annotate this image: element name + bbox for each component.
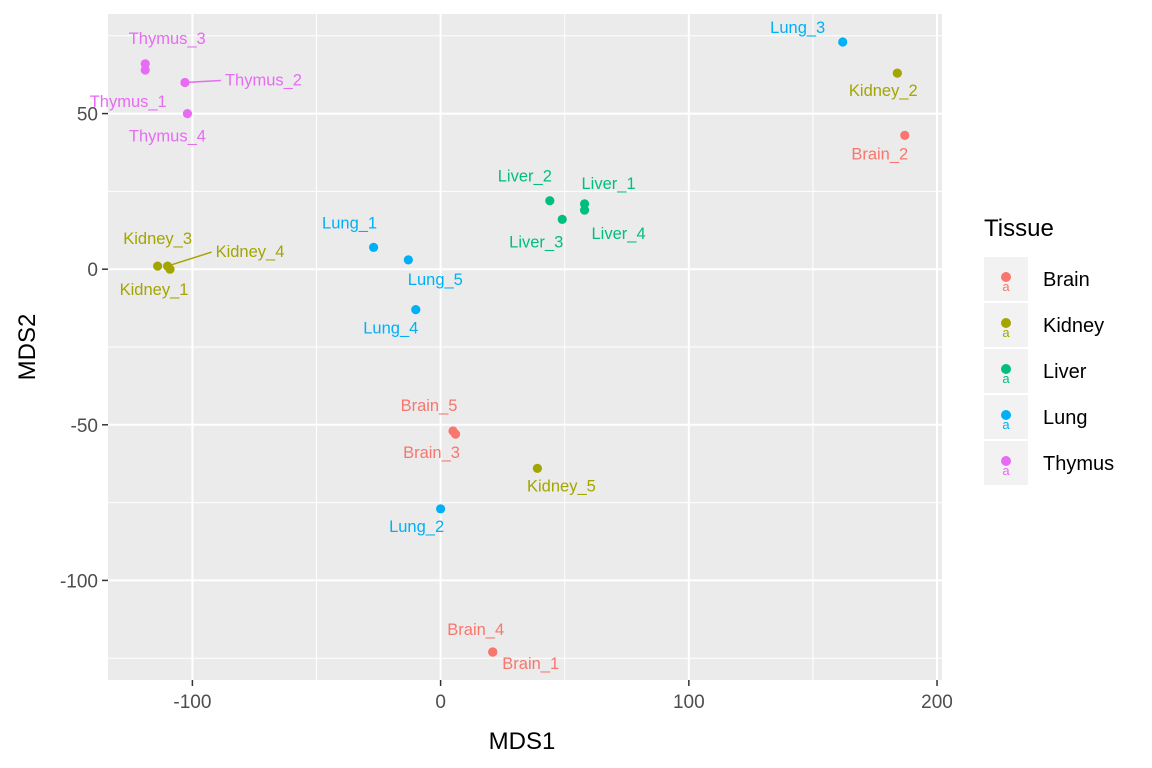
grid-lines	[108, 14, 942, 680]
legend-title: Tissue	[984, 215, 1054, 242]
leader-line-kidney_4	[167, 251, 212, 267]
point-thymus_3	[140, 59, 150, 69]
point-lung_2	[436, 504, 446, 514]
point-label-liver_4: Liver_4	[592, 225, 646, 243]
legend-key-glyph: a	[1002, 371, 1010, 386]
point-lung_1	[368, 242, 379, 253]
point-label-liver_1: Liver_1	[582, 175, 636, 193]
point-label-brain_4: Brain_4	[447, 621, 504, 639]
point-brain_5	[448, 426, 458, 436]
point-label-thymus_1: Thymus_1	[90, 93, 167, 111]
point-kidney_3	[153, 261, 163, 271]
y-tick-label: 0	[87, 260, 98, 281]
point-label-liver_3: Liver_3	[509, 233, 563, 251]
y-tick-label: 50	[77, 105, 98, 126]
legend-items: a Brain a Kidney a Liver a Lung a Thymus	[984, 257, 1114, 485]
legend-label-lung: Lung	[1043, 407, 1088, 429]
legend-key-brain	[1001, 272, 1011, 282]
x-axis-title: MDS1	[489, 728, 556, 755]
legend: Tissue a Brain a Kidney a Liver a Lung a Thymus	[970, 210, 1140, 490]
label-leader-lines	[167, 79, 221, 267]
point-label-kidney_2: Kidney_2	[849, 82, 918, 100]
point-lung_3	[838, 37, 848, 47]
point-kidney_2	[892, 68, 902, 78]
legend-key-thymus	[1001, 456, 1011, 466]
y-tick-label: -100	[60, 571, 98, 592]
point-kidney_4	[162, 261, 173, 271]
point-label-brain_3: Brain_3	[403, 444, 460, 462]
point-label-kidney_5: Kidney_5	[527, 477, 596, 495]
point-label-brain_1: Brain_1	[502, 655, 559, 673]
point-label-kidney_1: Kidney_1	[120, 281, 189, 299]
legend-label-brain: Brain	[1043, 269, 1090, 291]
point-label-thymus_4: Thymus_4	[129, 128, 206, 146]
axes: -100 0 100 200 -100 -50 0 50	[60, 105, 953, 713]
legend-label-kidney: Kidney	[1043, 315, 1104, 337]
legend-key-glyph: a	[1002, 279, 1010, 294]
point-brain_2	[900, 130, 910, 140]
point-labels: Brain_1 Brain_2 Brain_3 Brain_4 Brain_5 Kidne…	[90, 19, 918, 673]
point-label-kidney_3: Kidney_3	[123, 230, 192, 248]
x-tick-label: 200	[921, 692, 953, 713]
point-kidney_5	[532, 463, 543, 473]
data-points	[140, 37, 910, 657]
x-tick-label: 100	[673, 692, 705, 713]
point-label-thymus_3: Thymus_3	[129, 30, 206, 48]
point-lung_4	[411, 305, 421, 315]
point-liver_2	[545, 196, 555, 206]
point-thymus_2	[180, 77, 190, 88]
point-label-lung_2: Lung_2	[389, 518, 444, 536]
point-brain_4	[488, 647, 498, 657]
point-label-brain_2: Brain_2	[851, 145, 908, 163]
point-label-lung_4: Lung_4	[363, 320, 418, 338]
legend-label-liver: Liver	[1043, 361, 1087, 383]
point-label-lung_5: Lung_5	[408, 271, 463, 289]
point-liver_4	[579, 205, 590, 215]
x-tick-label: -100	[173, 692, 211, 713]
point-label-brain_5: Brain_5	[401, 397, 458, 415]
point-label-thymus_2: Thymus_2	[225, 71, 302, 89]
point-thymus_4	[182, 108, 193, 119]
legend-key-kidney	[1001, 318, 1011, 328]
y-axis-title: MDS2	[14, 314, 41, 381]
legend-key-glyph: a	[1002, 463, 1010, 478]
point-lung_5	[403, 255, 413, 265]
legend-key-glyph: a	[1002, 417, 1010, 432]
point-liver_3	[557, 214, 567, 225]
point-label-liver_2: Liver_2	[498, 168, 552, 186]
legend-key-lung	[1001, 410, 1011, 420]
y-tick-label: -50	[71, 416, 98, 437]
legend-label-thymus: Thymus	[1043, 453, 1114, 475]
leader-line-thymus_2	[184, 79, 221, 84]
legend-key-liver	[1001, 364, 1011, 374]
point-label-lung_3: Lung_3	[770, 19, 825, 37]
legend-key-glyph: a	[1002, 325, 1010, 340]
point-label-kidney_4: Kidney_4	[216, 243, 285, 261]
point-label-lung_1: Lung_1	[322, 214, 377, 232]
x-tick-label: 0	[435, 692, 446, 713]
